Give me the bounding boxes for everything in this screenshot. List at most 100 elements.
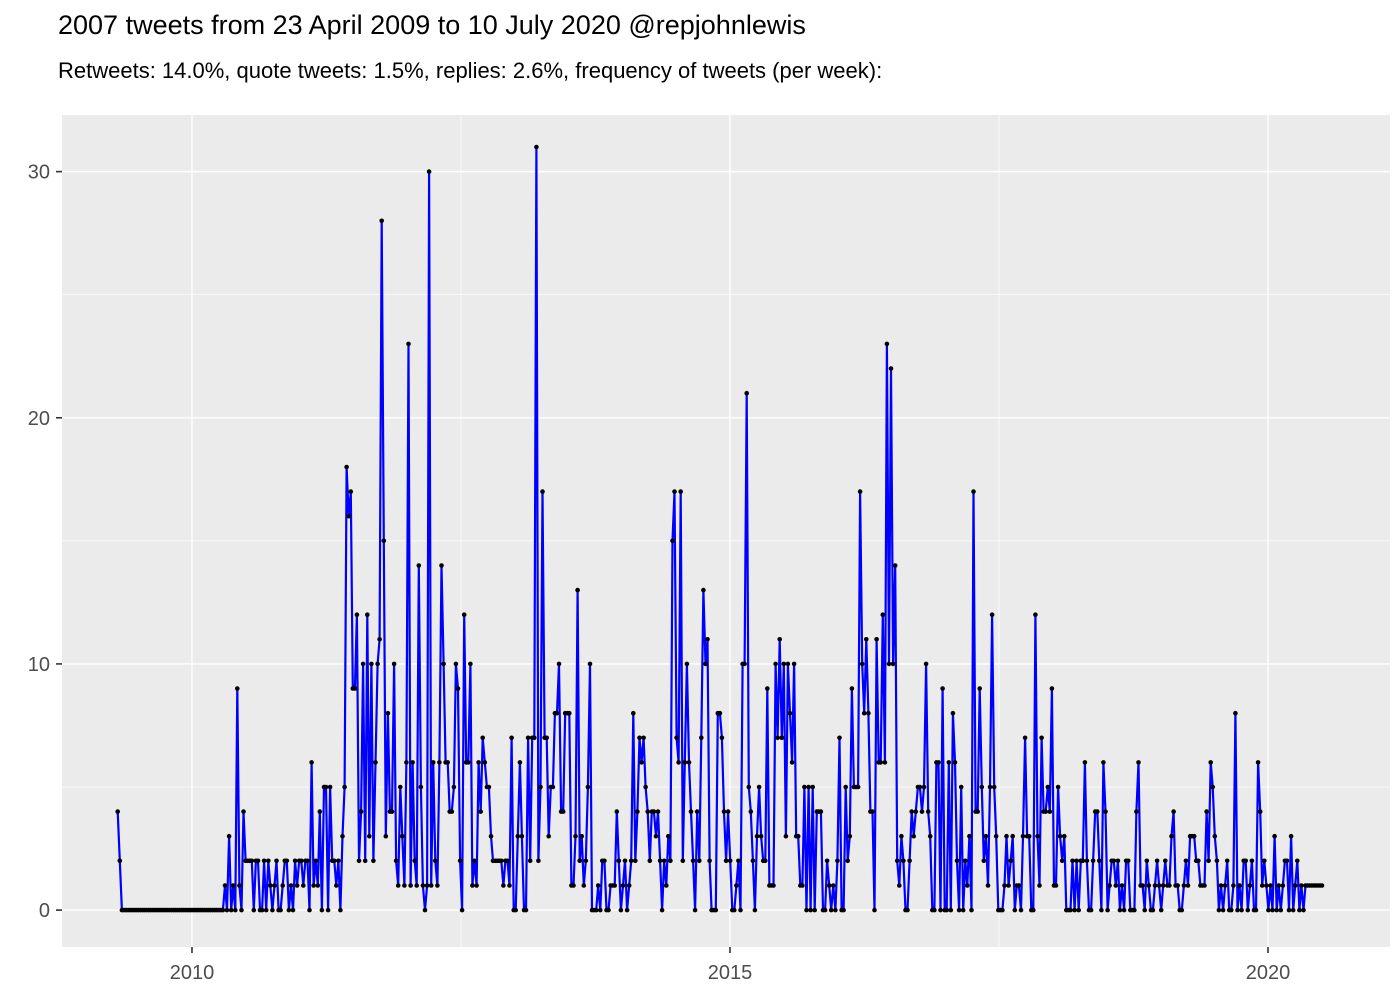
data-point (657, 858, 663, 864)
data-point (439, 563, 444, 568)
data-point (969, 907, 974, 913)
data-point (1220, 907, 1226, 913)
data-point (117, 858, 123, 864)
data-point (1053, 883, 1059, 888)
data-point (954, 858, 960, 864)
y-tick-label: 10 (28, 654, 50, 676)
data-point (1142, 907, 1147, 913)
data-point (365, 612, 370, 617)
data-point (870, 809, 875, 814)
data-point (525, 735, 531, 741)
data-point (940, 686, 945, 691)
data-point (622, 858, 628, 864)
data-point (1224, 858, 1230, 864)
data-point (1295, 858, 1300, 864)
data-point (1076, 907, 1081, 913)
data-point (631, 710, 636, 716)
data-point (560, 809, 566, 814)
data-point (927, 833, 933, 839)
data-point (1033, 612, 1038, 617)
data-point (606, 907, 611, 913)
data-point (278, 907, 283, 913)
data-point (556, 661, 562, 667)
data-point (763, 858, 768, 864)
data-point (1278, 907, 1284, 913)
data-point (744, 390, 749, 396)
data-point (1055, 784, 1061, 790)
data-point (705, 637, 710, 642)
data-point (1022, 735, 1028, 741)
data-point (398, 784, 403, 790)
data-point (855, 784, 861, 790)
data-point (791, 661, 797, 667)
data-point (732, 907, 737, 913)
data-point (1016, 883, 1022, 888)
plot-panel (62, 115, 1390, 947)
data-point (1084, 858, 1090, 864)
data-point (659, 907, 665, 913)
data-point (358, 809, 364, 814)
x-tick-label: 2015 (708, 962, 753, 984)
data-point (909, 809, 914, 814)
data-point (919, 809, 925, 814)
data-point (486, 784, 492, 790)
data-point (849, 686, 855, 691)
data-point (523, 907, 529, 913)
data-point (325, 907, 331, 913)
data-point (373, 760, 378, 765)
data-point (369, 661, 374, 667)
data-point (899, 833, 904, 839)
data-point (313, 858, 319, 864)
data-point (402, 883, 407, 888)
data-point (270, 907, 275, 913)
data-point (509, 735, 514, 741)
data-point (647, 858, 653, 864)
data-point (1181, 883, 1187, 888)
data-point (1286, 907, 1292, 913)
data-point (765, 686, 770, 691)
data-point (1134, 809, 1139, 814)
data-point (1299, 883, 1304, 888)
data-point (292, 858, 298, 864)
data-point (1031, 907, 1036, 913)
page-subtitle: Retweets: 14.0%, quote tweets: 1.5%, rep… (58, 58, 883, 83)
data-point (1113, 883, 1119, 888)
data-point (307, 907, 312, 913)
data-point (261, 858, 267, 864)
data-point (672, 489, 677, 494)
data-point (958, 784, 964, 790)
data-point (476, 760, 481, 765)
data-point (833, 907, 838, 913)
data-point (713, 907, 719, 913)
data-point (546, 833, 551, 839)
data-point (987, 784, 993, 790)
data-point (400, 833, 405, 839)
data-point (354, 612, 360, 617)
data-point (936, 760, 941, 765)
data-point (637, 735, 642, 741)
data-point (228, 907, 234, 913)
data-point (612, 883, 617, 888)
data-point (1231, 883, 1236, 888)
data-point (1255, 760, 1261, 765)
data-point (1125, 858, 1131, 864)
data-point (420, 883, 426, 888)
data-point (311, 883, 316, 888)
data-point (422, 907, 428, 913)
data-point (290, 907, 296, 913)
data-point (1163, 858, 1168, 864)
data-point (624, 907, 630, 913)
data-point (323, 784, 329, 790)
data-point (925, 809, 931, 814)
data-point (991, 784, 997, 790)
data-point (738, 907, 743, 913)
data-point (332, 858, 337, 864)
data-point (859, 661, 865, 667)
data-point (505, 858, 510, 864)
data-point (391, 661, 397, 667)
data-point (703, 661, 708, 667)
data-point (886, 661, 892, 667)
data-point (1037, 883, 1042, 888)
data-point (220, 907, 226, 913)
